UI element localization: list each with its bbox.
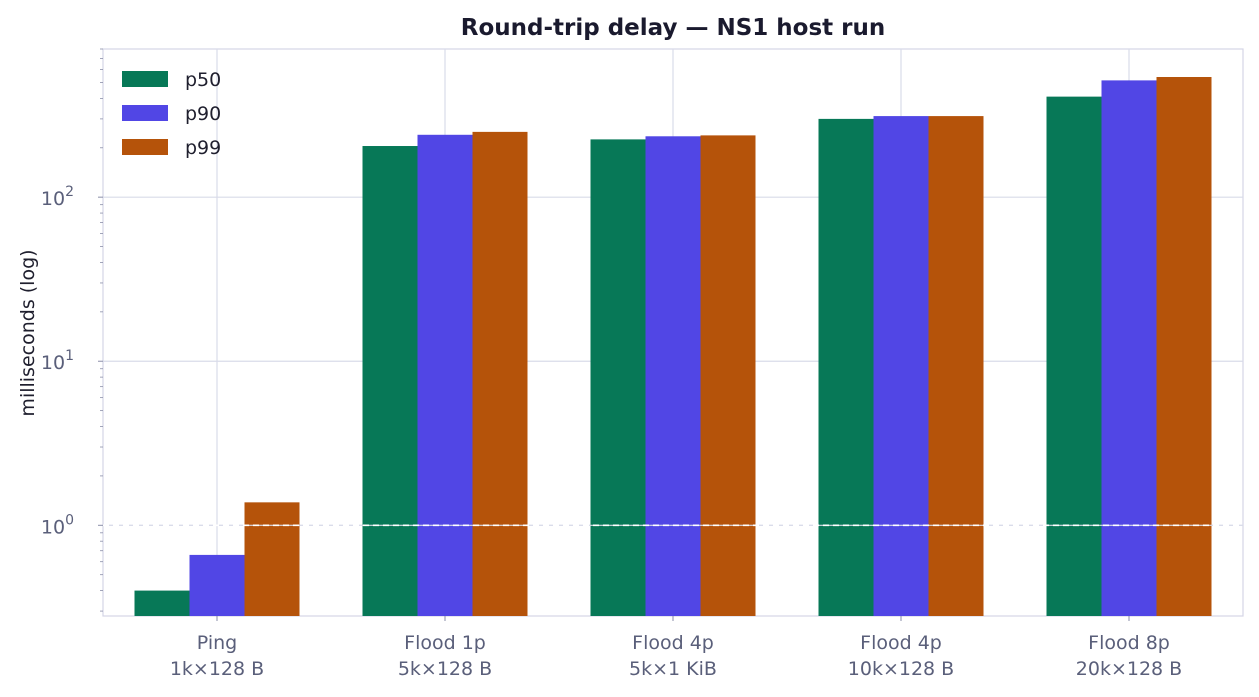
bar-p90 [1101, 80, 1157, 617]
bar-p99 [472, 131, 528, 616]
x-tick-label: Flood 4p [860, 632, 942, 654]
y-axis-label: milliseconds (log) [17, 249, 39, 416]
y-tick-label: 102 [41, 184, 74, 210]
bar-p50 [362, 146, 418, 616]
bar-p50 [818, 118, 874, 616]
x-tick-label: 10k×128 B [848, 658, 954, 680]
plot-area: 100 101 102 Ping 1k×128 B Flood 1p 5k×128 B Flo… [41, 48, 1244, 680]
x-tick-label: Flood 1p [404, 632, 486, 654]
bar-p99 [244, 502, 300, 616]
bar-p90 [417, 134, 473, 616]
x-tick-label: Flood 4p [632, 632, 714, 654]
legend: p50 p90 p99 [122, 69, 221, 159]
legend-label-p90: p90 [185, 103, 221, 125]
legend-swatch-p50 [122, 71, 168, 87]
bar-p99 [928, 116, 984, 616]
y-tick-label: 100 [41, 512, 74, 538]
x-tick-label: 5k×1 KiB [629, 658, 717, 680]
legend-swatch-p99 [122, 139, 168, 155]
x-tick-label: Ping [197, 632, 237, 654]
chart-title: Round-trip delay — NS1 host run [461, 15, 886, 41]
bar-p50 [1046, 96, 1102, 617]
x-tick-label: Flood 8p [1088, 632, 1170, 654]
bar-p50 [134, 590, 190, 616]
x-tick-label: 5k×128 B [398, 658, 492, 680]
bar-p50 [590, 139, 646, 616]
x-tick-label: 20k×128 B [1076, 658, 1182, 680]
bar-p90 [873, 116, 929, 616]
legend-swatch-p90 [122, 105, 168, 121]
bar-p90 [645, 136, 701, 616]
legend-label-p50: p50 [185, 69, 221, 91]
bar-p99 [700, 135, 756, 616]
x-tick-label: 1k×128 B [170, 658, 264, 680]
bar-p99 [1156, 77, 1212, 617]
y-tick-label: 101 [41, 348, 74, 374]
legend-label-p99: p99 [185, 137, 221, 159]
bar-p90 [189, 554, 245, 616]
